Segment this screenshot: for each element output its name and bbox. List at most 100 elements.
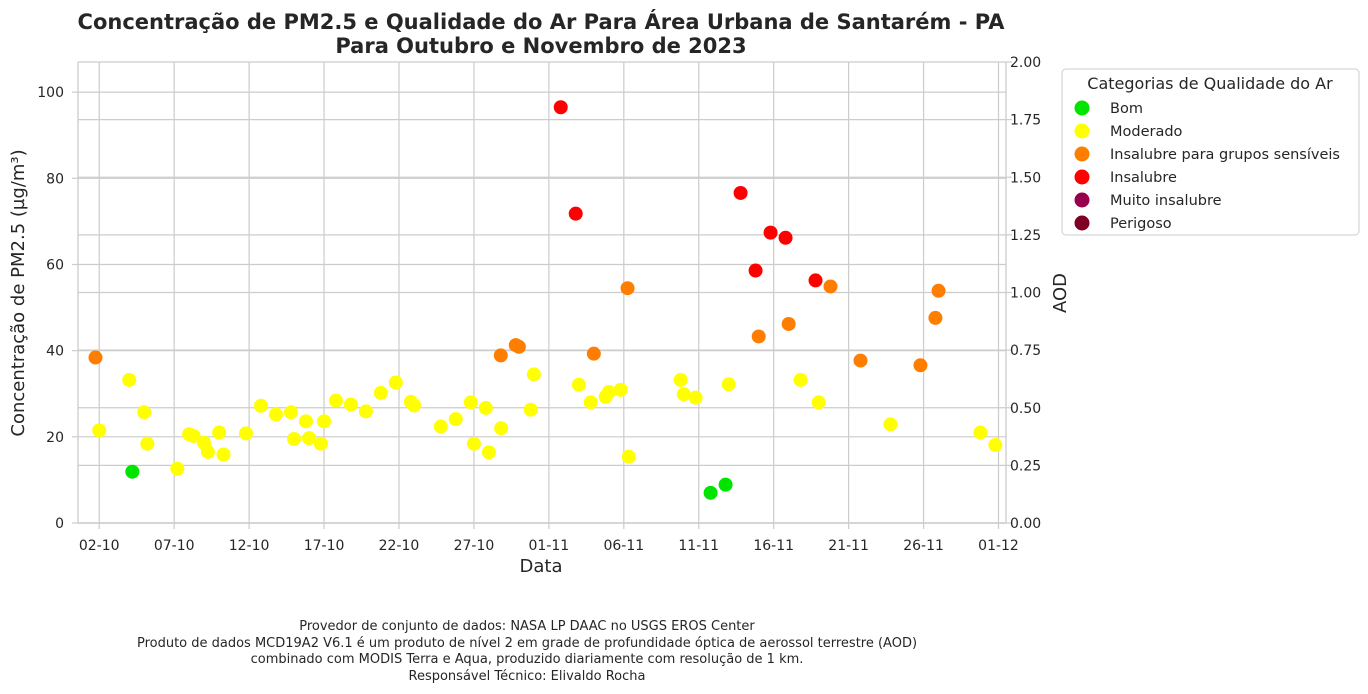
data-point — [688, 390, 703, 405]
data-point — [283, 405, 298, 420]
y2-gridlines — [78, 61, 1006, 524]
data-point — [676, 387, 691, 402]
y2-tick-label: 2.00 — [1010, 55, 1041, 71]
x-axis-label: Data — [520, 556, 563, 577]
x-tick-label: 02-10 — [79, 538, 120, 554]
footer-line: Responsável Técnico: Elivaldo Rocha — [408, 668, 646, 684]
y-tick-label: 40 — [46, 344, 64, 360]
data-point — [287, 431, 302, 446]
x-tick-label: 11-11 — [678, 538, 719, 554]
legend-label: Perigoso — [1110, 216, 1172, 232]
x-tick-label: 27-10 — [454, 538, 495, 554]
y2-tick-label: 0.75 — [1010, 343, 1041, 359]
chart-title: Concentração de PM2.5 e Qualidade do Ar … — [78, 9, 1006, 58]
data-point — [406, 398, 421, 413]
data-point — [733, 185, 748, 200]
y2-tick-label: 1.00 — [1010, 286, 1041, 302]
x-tick-label: 17-10 — [304, 538, 345, 554]
data-point — [388, 375, 403, 390]
data-point — [466, 436, 481, 451]
data-point — [493, 348, 508, 363]
x-tick-label: 16-11 — [753, 538, 794, 554]
legend-label: Moderado — [1110, 124, 1183, 140]
data-point — [883, 417, 898, 432]
data-point — [448, 412, 463, 427]
data-point — [317, 414, 332, 429]
footer-credits: Provedor de conjunto de dados: NASA LP D… — [60, 619, 994, 685]
data-point — [988, 438, 1003, 453]
data-point — [808, 273, 823, 288]
legend-label: Bom — [1110, 101, 1143, 117]
data-point — [92, 423, 107, 438]
data-point — [621, 449, 636, 464]
data-point — [913, 358, 928, 373]
y2-tick-label: 1.50 — [1010, 170, 1041, 186]
data-point — [313, 436, 328, 451]
legend-label: Insalubre para grupos sensíveis — [1110, 147, 1340, 163]
data-point — [523, 402, 538, 417]
data-point — [238, 426, 253, 441]
data-point — [823, 279, 838, 294]
data-point — [511, 339, 526, 354]
data-point — [122, 372, 137, 387]
data-point — [583, 395, 598, 410]
data-point — [853, 353, 868, 368]
legend-label: Insalubre — [1110, 170, 1177, 186]
chart-title-line-2: Para Outubro e Novembro de 2023 — [335, 34, 746, 58]
legend-marker — [1074, 215, 1090, 231]
data-points — [88, 100, 1003, 500]
x-tick-label: 06-11 — [603, 538, 644, 554]
data-point — [620, 281, 635, 296]
data-point — [748, 263, 763, 278]
data-point — [793, 372, 808, 387]
legend: Categorias de Qualidade do Ar Bom Moderad… — [1061, 68, 1360, 236]
data-point — [463, 395, 478, 410]
y-tick-label: 20 — [46, 430, 64, 446]
data-point — [703, 485, 718, 500]
data-point — [343, 397, 358, 412]
data-point — [298, 414, 313, 429]
chart-title-line-1: Concentração de PM2.5 e Qualidade do Ar … — [78, 9, 1006, 34]
data-point — [186, 428, 201, 443]
legend-items: Bom Moderado Insalubre para grupos sensíve… — [1074, 100, 1340, 232]
x-tick-label: 12-10 — [229, 538, 270, 554]
x-tick-label: 01-11 — [529, 538, 570, 554]
data-point — [200, 444, 215, 459]
data-point — [137, 405, 152, 420]
data-point — [526, 367, 541, 382]
data-point — [373, 385, 388, 400]
legend-marker — [1074, 192, 1090, 208]
x-tick-label: 07-10 — [154, 538, 195, 554]
y-tick-label: 60 — [46, 257, 64, 273]
legend-marker — [1074, 169, 1090, 185]
x-tick-label: 21-11 — [828, 538, 869, 554]
data-point — [253, 398, 268, 413]
data-point — [88, 350, 103, 365]
x-tick-label: 22-10 — [379, 538, 420, 554]
y-tick-label: 80 — [46, 171, 64, 187]
data-point — [212, 425, 227, 440]
y-tick-label: 100 — [37, 85, 64, 101]
data-point — [481, 445, 496, 460]
data-point — [973, 425, 988, 440]
y-gridlines — [78, 91, 1006, 524]
data-point — [718, 477, 733, 492]
data-point — [763, 225, 778, 240]
data-point — [586, 346, 601, 361]
data-point — [601, 385, 616, 400]
data-point — [568, 206, 583, 221]
y2-tick-labels: 0.00 0.25 0.50 0.75 1.00 1.25 1.50 1.75 2.00 — [1010, 55, 1041, 532]
data-point — [433, 419, 448, 434]
data-point — [778, 230, 793, 245]
data-point — [781, 316, 796, 331]
data-point — [673, 372, 688, 387]
data-point — [553, 100, 568, 115]
data-point — [328, 393, 343, 408]
legend-frame — [1061, 68, 1360, 236]
data-point — [721, 377, 736, 392]
y2-tick-label: 0.25 — [1010, 458, 1041, 474]
data-point — [302, 431, 317, 446]
data-point — [571, 377, 586, 392]
legend-marker — [1074, 100, 1090, 116]
